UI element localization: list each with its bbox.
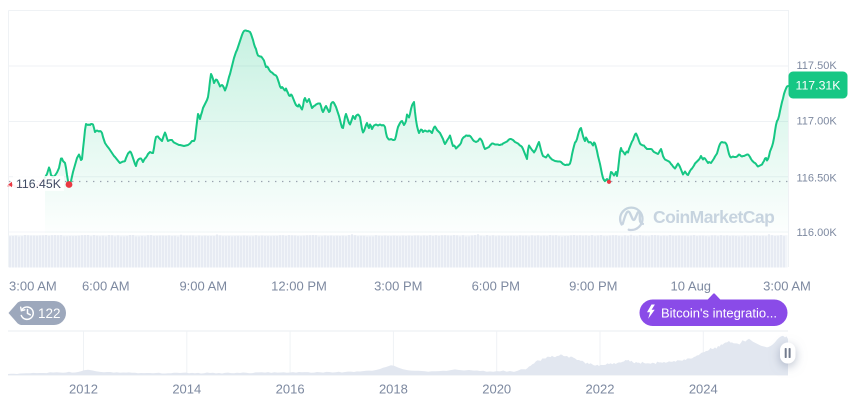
svg-text:116.50K: 116.50K bbox=[797, 173, 838, 185]
svg-text:9:00 AM: 9:00 AM bbox=[179, 279, 227, 294]
svg-text:117.50K: 117.50K bbox=[797, 60, 838, 72]
svg-text:3:00 AM: 3:00 AM bbox=[9, 279, 57, 294]
svg-text:3:00 PM: 3:00 PM bbox=[374, 279, 422, 294]
svg-text:10 Aug: 10 Aug bbox=[671, 279, 712, 294]
svg-text:2012: 2012 bbox=[69, 382, 98, 397]
svg-text:2020: 2020 bbox=[482, 382, 511, 397]
svg-text:117.00K: 117.00K bbox=[797, 116, 838, 128]
svg-text:2018: 2018 bbox=[379, 382, 408, 397]
svg-text:2014: 2014 bbox=[172, 382, 201, 397]
svg-text:2022: 2022 bbox=[586, 382, 615, 397]
svg-text:117.31K: 117.31K bbox=[796, 78, 842, 92]
svg-text:3:00 AM: 3:00 AM bbox=[763, 279, 811, 294]
svg-text:12:00 PM: 12:00 PM bbox=[271, 279, 327, 294]
svg-text:9:00 PM: 9:00 PM bbox=[569, 279, 617, 294]
svg-text:Bitcoin's integratio...: Bitcoin's integratio... bbox=[661, 306, 777, 321]
svg-text:122: 122 bbox=[38, 306, 61, 321]
svg-text:116.00K: 116.00K bbox=[797, 227, 838, 239]
svg-text:116.45K: 116.45K bbox=[16, 177, 62, 191]
svg-text:6:00 PM: 6:00 PM bbox=[472, 279, 520, 294]
svg-text:6:00 AM: 6:00 AM bbox=[82, 279, 130, 294]
svg-text:2024: 2024 bbox=[689, 382, 718, 397]
svg-text:2016: 2016 bbox=[276, 382, 305, 397]
